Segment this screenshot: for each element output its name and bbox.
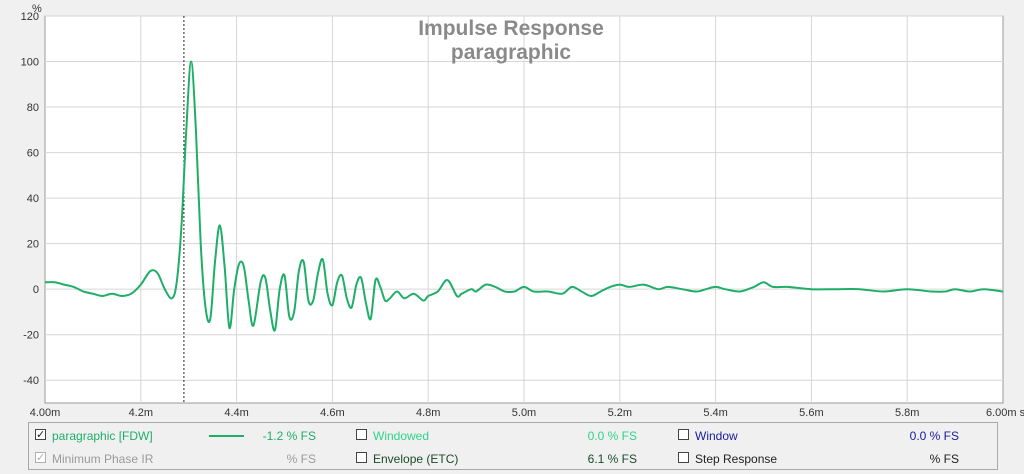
y-tick-label: 60 — [27, 148, 39, 160]
legend-checkbox[interactable] — [35, 427, 46, 443]
legend-checkbox[interactable] — [678, 429, 689, 440]
legend-label: Step Response — [695, 452, 778, 466]
y-tick-label: -20 — [23, 330, 39, 342]
chart-title: Impulse Response — [418, 17, 604, 40]
legend-label: Window — [695, 429, 738, 443]
y-axis-unit-label: % — [32, 3, 42, 15]
legend-checkbox — [35, 450, 46, 466]
y-tick-label: 120 — [21, 11, 39, 23]
y-tick-label: 100 — [21, 57, 39, 69]
legend-value: 0.0 % FS — [587, 429, 637, 443]
y-tick-label: 0 — [33, 284, 39, 296]
impulse-response-chart[interactable]: 4.00m 4.2m 4.4m 4.6m 4.8m 5.0m 5.2m 5.4m 5.6m 5.8… — [0, 0, 1024, 420]
legend-panel: paragraphic [FDW] -1.2 % FS Windowed 0.0 % … — [28, 422, 998, 470]
x-tick-label: 5.2m — [608, 407, 632, 419]
legend-label: Minimum Phase IR — [52, 452, 154, 466]
x-tick-label: 4.00m — [30, 407, 61, 419]
chart-subtitle: paragraphic — [451, 41, 572, 64]
x-axis-ticks: 4.00m 4.2m 4.4m 4.6m 4.8m 5.0m 5.2m 5.4m 5.6m 5.8… — [30, 407, 1024, 419]
legend-line-swatch — [209, 435, 244, 437]
y-tick-label: -40 — [23, 375, 39, 387]
legend-value: 0.0 % FS — [909, 429, 959, 443]
legend-value: 6.1 % FS — [587, 452, 637, 466]
legend-value: -1.2 % FS — [262, 429, 316, 443]
legend-checkbox[interactable] — [356, 429, 367, 440]
x-tick-label: 5.0m — [512, 407, 536, 419]
x-tick-label: 5.6m — [799, 407, 823, 419]
grid-lines — [45, 15, 1003, 403]
legend-checkbox[interactable] — [356, 452, 367, 463]
y-axis-ticks: -40 -20 0 20 40 60 80 100 120 — [21, 11, 39, 387]
legend-label: Envelope (ETC) — [373, 452, 459, 466]
x-tick-label: 5.4m — [703, 407, 727, 419]
x-tick-label: 5.8m — [895, 407, 919, 419]
x-tick-label: 4.8m — [416, 407, 440, 419]
y-tick-label: 80 — [27, 102, 39, 114]
legend-value: % FS — [929, 452, 959, 466]
x-tick-label: 4.4m — [224, 407, 248, 419]
legend-value: % FS — [286, 452, 316, 466]
series-line-paragraphic — [44, 60, 1004, 332]
x-tick-label: 6.00m s — [986, 407, 1024, 419]
legend-checkbox[interactable] — [678, 452, 689, 463]
x-tick-label: 4.6m — [320, 407, 344, 419]
legend-label: paragraphic [FDW] — [52, 429, 153, 443]
legend-label: Windowed — [373, 429, 430, 443]
y-tick-label: 40 — [27, 193, 39, 205]
y-tick-label: 20 — [27, 239, 39, 251]
x-tick-label: 4.2m — [129, 407, 153, 419]
